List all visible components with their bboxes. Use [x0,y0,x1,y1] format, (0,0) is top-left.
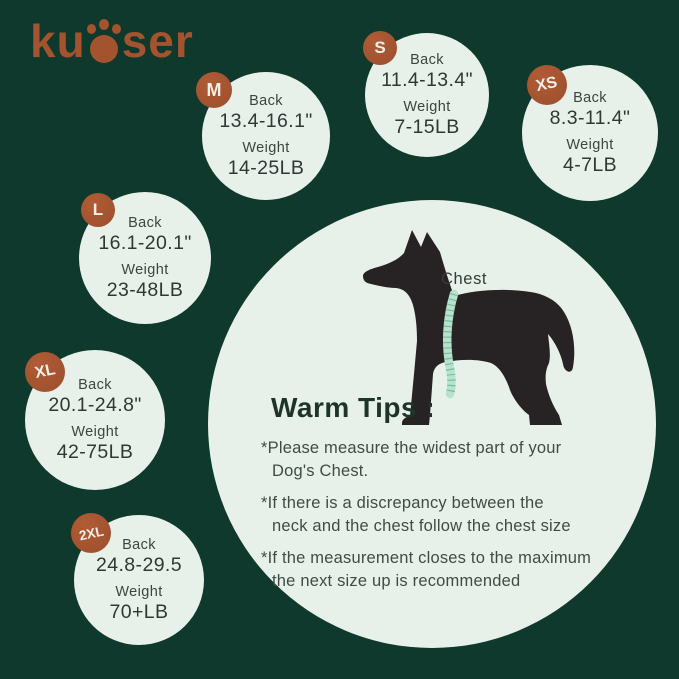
size-badge-xl: XL [25,352,65,392]
chest-label: Chest [441,270,488,288]
tip-item: *Please measure the widest part of your … [261,437,606,483]
size-badge-xs: XS [527,65,567,105]
warm-tips-list: *Please measure the widest part of your … [261,437,606,602]
tip-line: Dog's Chest. [272,462,369,480]
back-label: Back [249,92,283,109]
size-badge-l: L [81,193,115,227]
back-range: 20.1-24.8" [48,393,142,416]
tip-item: *If there is a discrepancy between the n… [261,492,606,538]
logo-text-suffix: ser [121,15,194,67]
back-label: Back [410,51,444,68]
weight-label: Weight [115,583,163,600]
badge-text: XS [534,73,560,96]
back-label: Back [573,89,607,106]
back-label: Back [128,214,162,231]
weight-range: 23-48LB [106,278,184,301]
weight-label: Weight [71,423,119,440]
weight-range: 14-25LB [227,156,305,179]
size-badge-2xl: 2XL [71,513,111,553]
back-range: 16.1-20.1" [98,231,192,254]
size-badge-s: S [363,31,397,65]
back-range: 8.3-11.4" [549,106,631,129]
badge-text: XL [33,361,57,382]
weight-range: 7-15LB [394,115,460,138]
badge-text: L [92,200,104,219]
weight-label: Weight [242,139,290,156]
size-circle-xl: Back 20.1-24.8" Weight 42-75LB [25,350,165,490]
size-circle-xs: Back 8.3-11.4" Weight 4-7LB [522,65,658,201]
back-range: 13.4-16.1" [219,109,313,132]
weight-range: 42-75LB [56,440,134,463]
weight-range: 70+LB [109,600,169,623]
back-label: Back [78,376,112,393]
paw-icon [86,18,122,64]
brand-logo: ku ser [30,18,194,64]
logo-text-prefix: ku [30,15,86,67]
measuring-tape [443,289,459,399]
badge-text: 2XL [77,523,105,543]
back-range: 24.8-29.5 [96,553,182,576]
weight-label: Weight [121,261,169,278]
dog-silhouette [363,230,575,425]
tip-line: neck and the chest follow the chest size [272,517,571,535]
back-label: Back [122,536,156,553]
warm-tips-title: Warm Tips : [271,392,436,423]
weight-label: Weight [566,136,614,153]
tip-line: *If there is a discrepancy between the [261,494,544,512]
tip-line: *Please measure the widest part of your [261,439,562,457]
size-badge-m: M [196,72,232,108]
badge-text: M [206,79,222,100]
weight-range: 4-7LB [562,153,618,176]
tip-item: *If the measurement closes to the maximu… [261,547,606,593]
back-range: 11.4-13.4" [381,68,473,91]
tip-line: *If the measurement closes to the maximu… [261,549,592,567]
weight-label: Weight [403,98,451,115]
badge-text: S [374,38,386,57]
tip-line: the next size up is recommended [272,572,521,590]
